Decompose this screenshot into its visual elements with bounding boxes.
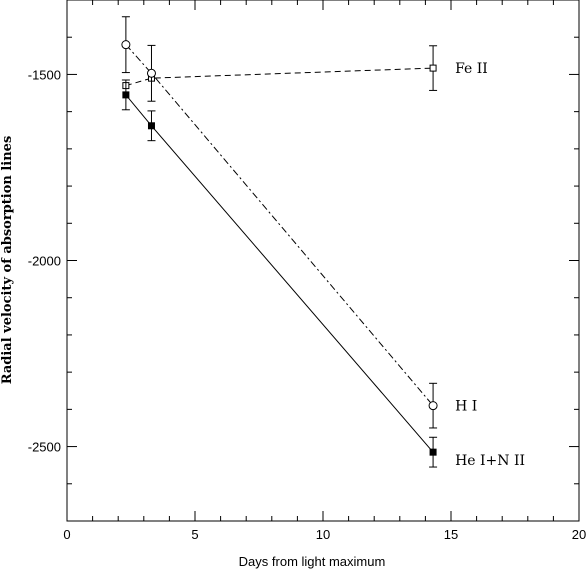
data-point [428, 401, 438, 411]
data-point [121, 40, 131, 50]
series-label: Fe II [455, 61, 488, 77]
data-point [429, 448, 437, 456]
series-labels: Fe II H I He I+N II [455, 61, 525, 469]
x-tick-label: 20 [572, 527, 586, 542]
series-line [125, 94, 434, 453]
series-fe-ii [122, 45, 438, 91]
y-axis-label: Radial velocity of absorption lines [0, 136, 15, 385]
plot-frame [66, 0, 580, 522]
x-tick-label: 5 [191, 527, 198, 542]
series-he-i-n-ii [121, 79, 438, 468]
data-point [122, 91, 130, 99]
x-axis-label: Days from light maximum [239, 554, 386, 569]
tick-labels: 0 5 10 15 20 -2500 -2000 -1500 [28, 67, 586, 542]
axis-ticks [66, 0, 580, 522]
x-tick-label: 10 [316, 527, 330, 542]
data-point [429, 64, 437, 72]
series-label: He I+N II [455, 453, 525, 469]
y-tick-label: -1500 [28, 67, 61, 82]
series-h-i [121, 16, 438, 429]
series-layer [121, 16, 438, 468]
data-point [147, 122, 155, 130]
series-line [125, 44, 434, 406]
y-tick-label: -2000 [28, 254, 61, 269]
series-line [125, 67, 434, 87]
x-tick-label: 15 [444, 527, 458, 542]
x-tick-label: 0 [63, 527, 70, 542]
data-point [146, 68, 156, 78]
series-label: H I [455, 399, 477, 415]
y-tick-label: -2500 [28, 440, 61, 455]
